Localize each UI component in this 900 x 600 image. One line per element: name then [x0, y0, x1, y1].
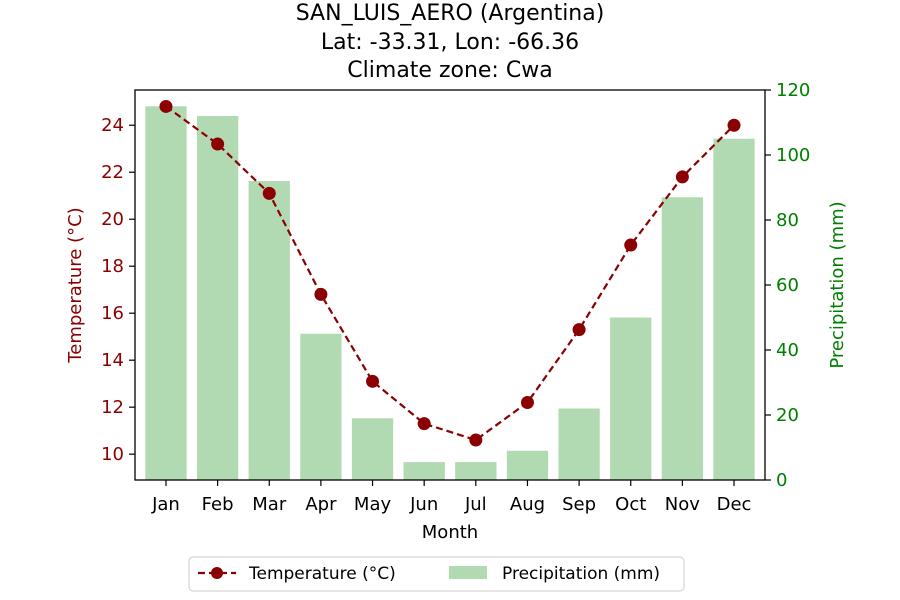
temperature-point-jan: [159, 99, 173, 113]
x-axis-label: Month: [422, 522, 478, 543]
precipitation-bars: [145, 106, 755, 480]
x-tick-label: Dec: [717, 494, 752, 515]
temperature-point-feb: [211, 137, 225, 151]
temperature-point-nov: [675, 170, 689, 184]
temperature-point-may: [366, 374, 380, 388]
x-tick-label: Aug: [510, 494, 545, 515]
right-tick-label: 60: [776, 275, 799, 296]
legend-temperature-marker: [211, 567, 223, 579]
left-axis-label: Temperature (°C): [65, 207, 86, 363]
temperature-point-oct: [624, 238, 638, 252]
precipitation-bar-oct: [610, 317, 652, 480]
precipitation-bar-jul: [455, 462, 497, 480]
chart-title-line-2: Lat: -33.31, Lon: -66.36: [321, 30, 579, 55]
left-tick-label: 24: [101, 115, 124, 136]
right-tick-label: 0: [776, 470, 787, 491]
x-tick-label: Sep: [562, 494, 596, 515]
temperature-point-aug: [520, 395, 534, 409]
x-tick-label: Apr: [305, 494, 337, 515]
right-tick-label: 120: [776, 80, 810, 101]
x-tick-label: Nov: [665, 494, 700, 515]
temperature-series: [159, 99, 741, 447]
legend-precipitation-swatch: [449, 566, 487, 579]
temperature-point-dec: [727, 118, 741, 132]
precipitation-bar-jun: [403, 462, 445, 480]
left-axis-ticks: 10 12 14 16 18 20 22 24: [101, 115, 135, 465]
right-axis-ticks: 0 20 40 60 80 100 120: [765, 80, 810, 491]
left-tick-label: 20: [101, 209, 124, 230]
x-tick-label: May: [354, 494, 392, 515]
x-tick-label: Feb: [202, 494, 234, 515]
chart-title-line-1: SAN_LUIS_AERO (Argentina): [296, 1, 605, 26]
precipitation-bar-jan: [145, 106, 187, 480]
left-tick-label: 22: [101, 162, 124, 183]
precipitation-bar-dec: [713, 138, 755, 480]
temperature-point-sep: [572, 323, 586, 337]
precipitation-bar-sep: [558, 408, 600, 480]
legend-temperature-label: Temperature (°C): [248, 564, 396, 584]
precipitation-bar-may: [351, 418, 394, 480]
temperature-point-apr: [314, 287, 328, 301]
x-tick-label: Jan: [151, 494, 180, 515]
x-tick-label: Mar: [252, 494, 287, 515]
precipitation-bar-nov: [661, 197, 704, 480]
x-tick-label: Jul: [464, 494, 487, 515]
precipitation-bar-apr: [300, 333, 342, 480]
right-axis-label: Precipitation (mm): [827, 201, 848, 368]
x-tick-label: Jun: [409, 494, 438, 515]
legend-box: [188, 556, 685, 592]
right-tick-label: 20: [776, 405, 799, 426]
precipitation-bar-mar: [248, 181, 290, 480]
chart-title-line-3: Climate zone: Cwa: [347, 58, 552, 83]
left-tick-label: 18: [101, 256, 124, 277]
x-tick-label: Oct: [615, 494, 646, 515]
chart-title: SAN_LUIS_AERO (Argentina) Lat: -33.31, L…: [296, 1, 605, 83]
temperature-point-jul: [469, 433, 483, 447]
temperature-line: [165, 105, 735, 442]
temperature-point-mar: [262, 186, 276, 200]
left-tick-label: 12: [101, 397, 124, 418]
precipitation-bar-aug: [506, 450, 549, 480]
legend-precipitation-label: Precipitation (mm): [502, 564, 660, 584]
left-tick-label: 16: [101, 303, 124, 324]
x-axis-ticks: Jan Feb Mar Apr May Jun Jul Aug Sep Oct Nov Dec: [151, 480, 751, 515]
left-tick-label: 14: [101, 350, 124, 371]
temperature-point-jun: [417, 417, 431, 431]
left-tick-label: 10: [101, 444, 124, 465]
legend: Temperature (°C) Precipitation (mm): [188, 556, 685, 592]
right-tick-label: 40: [776, 340, 799, 361]
precipitation-bar-feb: [196, 116, 239, 480]
right-tick-label: 100: [776, 145, 810, 166]
right-tick-label: 80: [776, 210, 799, 231]
